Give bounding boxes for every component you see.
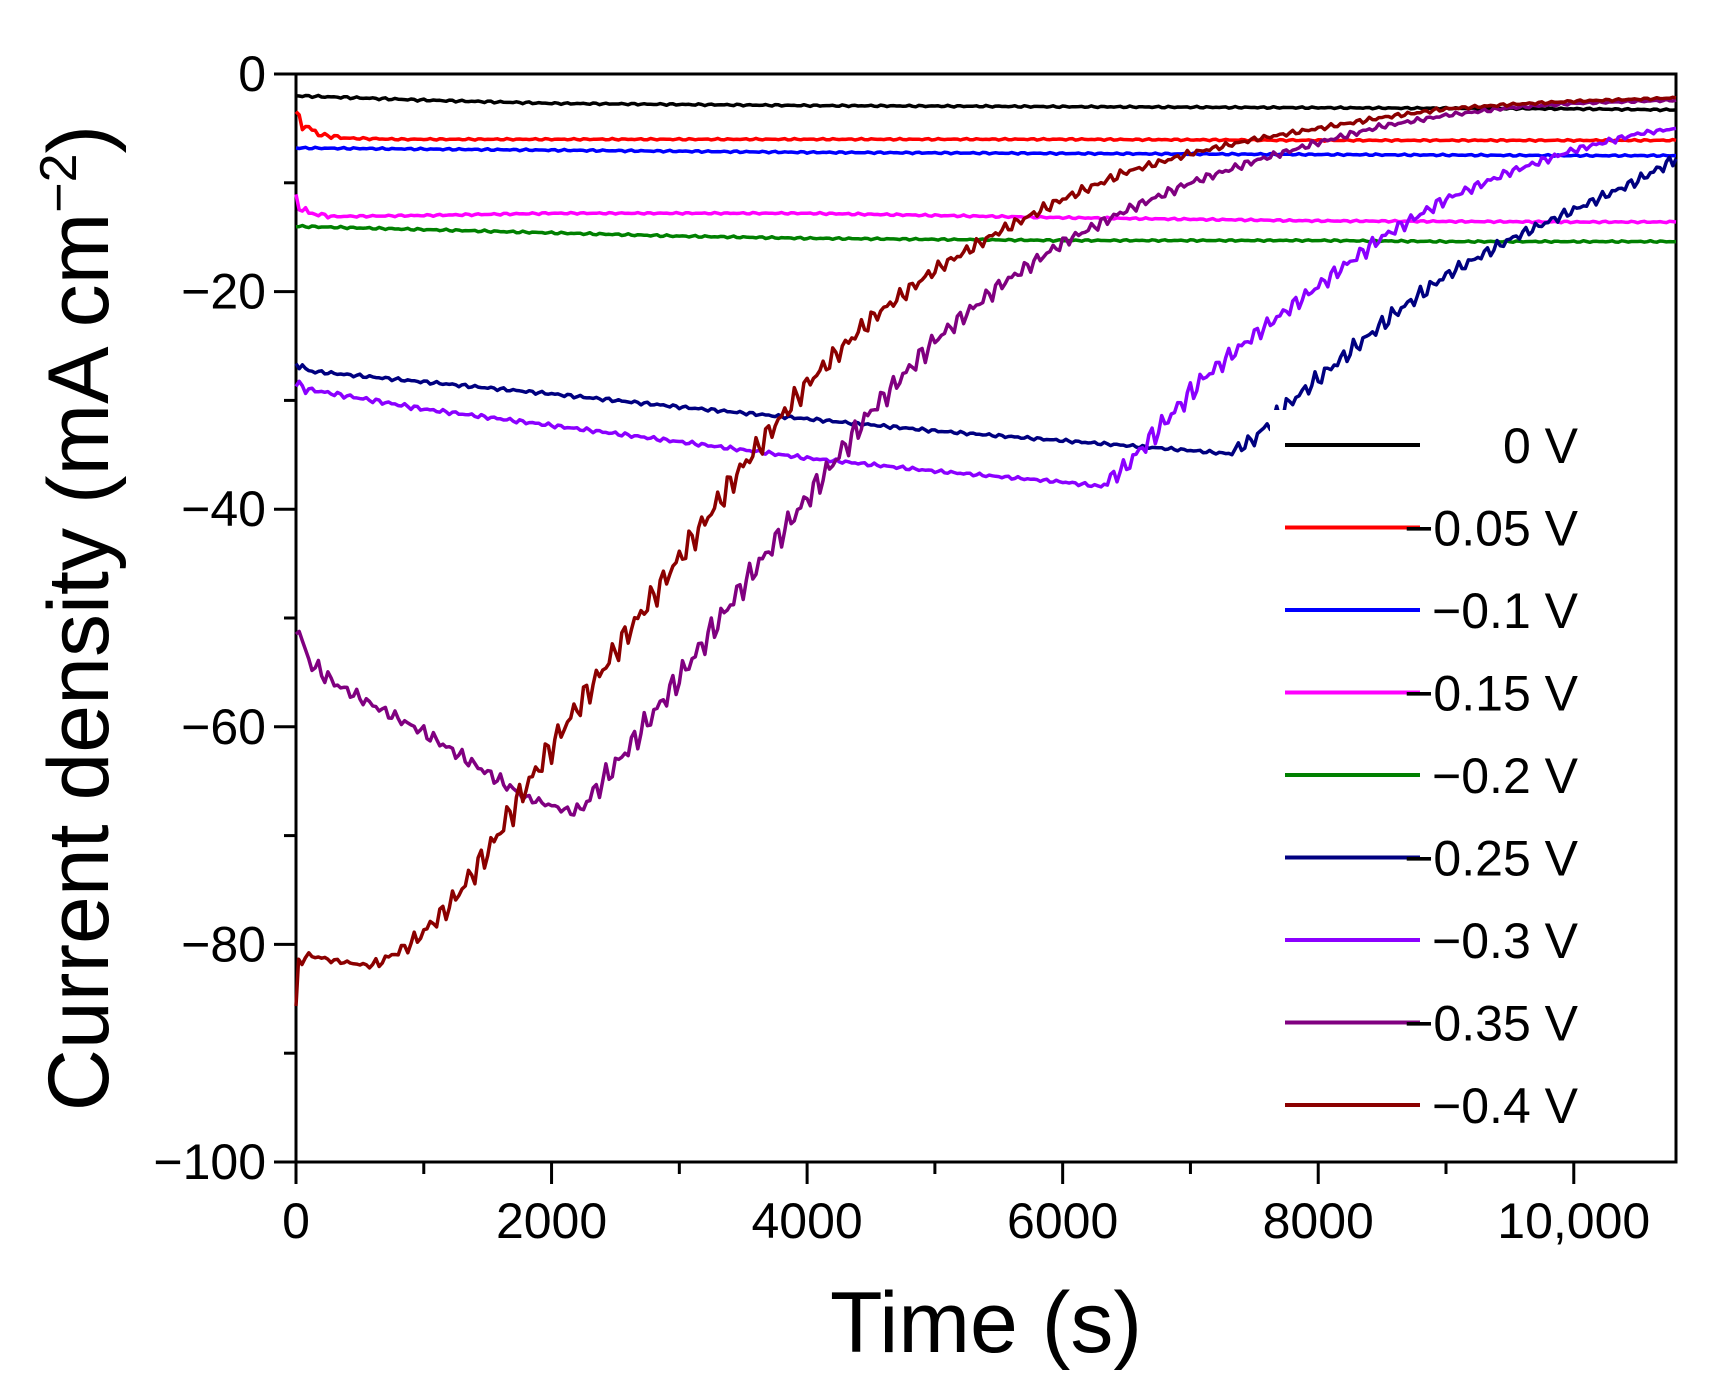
legend-label: −0.3 V	[1432, 913, 1579, 969]
series-line	[294, 155, 1678, 457]
legend-label: −0.4 V	[1432, 1078, 1579, 1134]
y-tick-label: −100	[153, 1134, 266, 1190]
x-tick-label: 4000	[751, 1193, 862, 1249]
x-tick-label: 10,000	[1497, 1193, 1650, 1249]
legend-label: −0.2 V	[1432, 748, 1579, 804]
legend-label: −0.15 V	[1404, 666, 1578, 722]
legend-label: −0.05 V	[1404, 501, 1578, 557]
y-tick-label: −40	[181, 481, 266, 537]
legend-label: 0 V	[1503, 418, 1579, 474]
y-tick-label: −60	[181, 699, 266, 755]
series-line	[295, 145, 1676, 159]
y-tick-label: −20	[181, 264, 266, 320]
series-line	[294, 95, 1677, 1007]
legend-background	[1270, 410, 1670, 1130]
series-line	[294, 194, 1677, 225]
series-line	[294, 126, 1677, 489]
legend-label: −0.1 V	[1432, 583, 1579, 639]
legend: 0 V −0.05 V −0.1 V −0.15 V −0.2 V −0.25 V −0.3…	[1270, 410, 1670, 1134]
x-tick-label: 8000	[1263, 1193, 1374, 1249]
x-tick-label: 6000	[1007, 1193, 1118, 1249]
series-layer	[294, 93, 1678, 1007]
y-axis-title: Current density (mA cm−2)	[30, 125, 127, 1111]
legend-label: −0.25 V	[1404, 831, 1578, 887]
x-axis-title: Time (s)	[830, 1275, 1142, 1371]
x-tick-label: 0	[282, 1193, 310, 1249]
y-axis-title-superscript: −2	[30, 153, 88, 212]
y-tick-label: 0	[238, 46, 266, 102]
y-tick-label: −80	[181, 916, 266, 972]
x-axis: 0 2000 4000 6000 8000 10,000	[282, 1162, 1650, 1249]
y-axis-title-close: )	[31, 125, 127, 154]
legend-label: −0.35 V	[1404, 996, 1578, 1052]
series-line	[294, 110, 1677, 143]
y-axis: 0 −20 −40 −60 −80 −100	[153, 46, 296, 1190]
x-tick-label: 2000	[496, 1193, 607, 1249]
